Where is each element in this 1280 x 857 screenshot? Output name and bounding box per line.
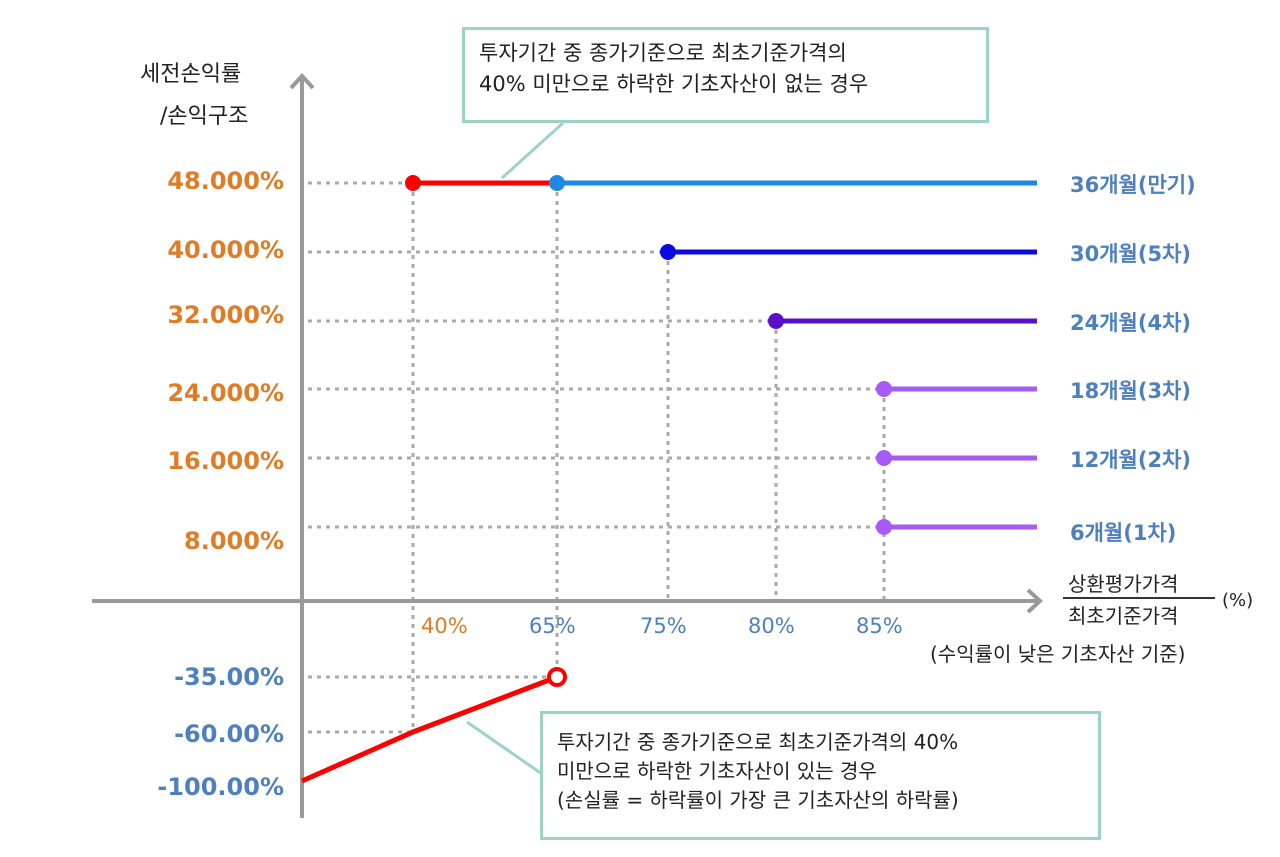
x-axis-unit: (%) (1222, 590, 1254, 611)
loss-endpoint-open-circle (547, 667, 567, 687)
y-tick-label: 8.000% (184, 527, 284, 555)
x-axis-note: (수익률이 낮은 기초자산 기준) (930, 642, 1186, 666)
callout-line: 40% 미만으로 하락한 기초자산이 없는 경우 (479, 72, 869, 96)
y-tick-label: -35.00% (174, 663, 284, 691)
y-tick-label: 48.000% (167, 167, 284, 195)
x-tick-label: 65% (529, 614, 576, 638)
x-tick-label: 40% (421, 614, 468, 638)
callout-connector-top (500, 121, 565, 180)
loss-line (300, 674, 558, 784)
series-label: 18개월(3차) (1070, 379, 1191, 403)
callout-line: 투자기간 중 종가기준으로 최초기준가격의 40% (557, 730, 959, 754)
series-label: 24개월(4차) (1070, 311, 1191, 335)
y-tick-label: 40.000% (167, 236, 284, 264)
callout-connector-bottom (466, 720, 543, 776)
y-axis-title-line2: /손익구조 (160, 104, 249, 129)
x-axis-title-denominator: 최초기준가격 (1068, 604, 1179, 628)
y-tick-label: 24.000% (167, 379, 284, 407)
y-tick-label: 32.000% (167, 301, 284, 329)
x-tick-label: 80% (748, 614, 795, 638)
callout-no-knock-in: 투자기간 중 종가기준으로 최초기준가격의 40% 미만으로 하락한 기초자산이… (462, 27, 989, 123)
series-label: 6개월(1차) (1070, 521, 1177, 545)
y-axis-arrow-icon (289, 73, 315, 90)
callout-line: (손실률 = 하락률이 가장 큰 기초자산의 하락률) (557, 788, 959, 812)
series-label: 30개월(5차) (1070, 242, 1191, 266)
callout-line: 미만으로 하락한 기초자산이 있는 경우 (557, 759, 877, 783)
x-tick-label: 75% (640, 614, 687, 638)
series-dot (768, 313, 784, 329)
y-axis-title-line1: 세전손익률 (140, 62, 242, 87)
callout-knock-in: 투자기간 중 종가기준으로 최초기준가격의 40% 미만으로 하락한 기초자산이… (540, 711, 1101, 840)
x-axis-arrow-icon (1026, 588, 1043, 614)
series-dot (660, 244, 676, 260)
series-label: 12개월(2차) (1070, 448, 1191, 472)
series-dot (876, 519, 892, 535)
y-tick-label: -100.00% (157, 773, 284, 801)
x-axis-title-numerator: 상환평가가격 (1068, 572, 1179, 596)
series-dot (876, 381, 892, 397)
series-label: 36개월(만기) (1070, 173, 1196, 197)
callout-line: 투자기간 중 종가기준으로 최초기준가격의 (479, 41, 847, 65)
y-tick-label: 16.000% (167, 447, 284, 475)
knock-in-dot (405, 175, 421, 191)
y-tick-label: -60.00% (174, 720, 284, 748)
series-dot (549, 175, 565, 191)
x-tick-label: 85% (856, 614, 903, 638)
series-dot (876, 450, 892, 466)
fraction-bar (1063, 597, 1215, 599)
